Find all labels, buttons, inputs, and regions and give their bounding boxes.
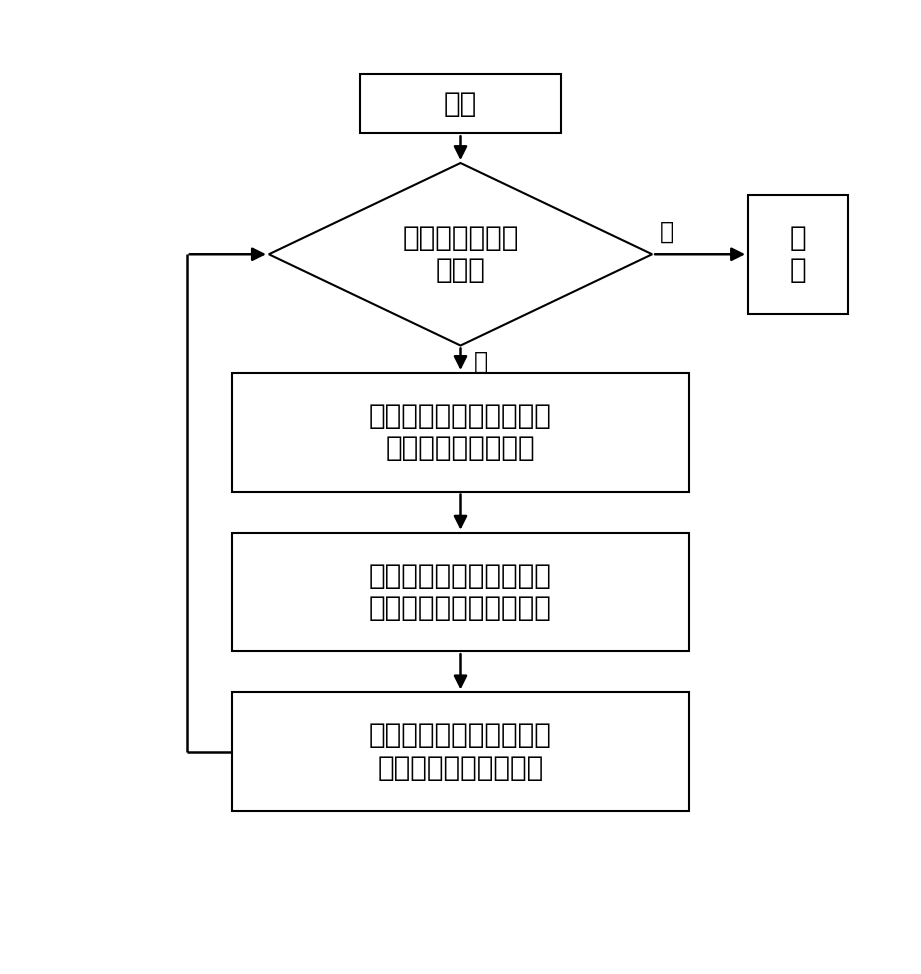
Text: 是否存在未分配
功能区: 是否存在未分配 功能区 — [402, 224, 519, 284]
Text: 否: 否 — [659, 219, 673, 244]
Bar — [748, 195, 848, 314]
Text: 是: 是 — [474, 350, 488, 374]
Bar — [360, 74, 561, 133]
Bar — [232, 373, 689, 492]
Text: 开始: 开始 — [444, 90, 477, 118]
Text: 利用待分配功能区选择流
程选出待分配功能区: 利用待分配功能区选择流 程选出待分配功能区 — [369, 402, 552, 463]
Polygon shape — [269, 163, 652, 346]
Bar — [232, 533, 689, 652]
Bar — [232, 693, 689, 811]
Text: 利用待分配功能区布置判
断流程确定是否可以布置: 利用待分配功能区布置判 断流程确定是否可以布置 — [369, 562, 552, 622]
Text: 结
束: 结 束 — [790, 224, 807, 284]
Text: 利用待分配功能区摆放规
则选出最佳的布置位置: 利用待分配功能区摆放规 则选出最佳的布置位置 — [369, 722, 552, 782]
